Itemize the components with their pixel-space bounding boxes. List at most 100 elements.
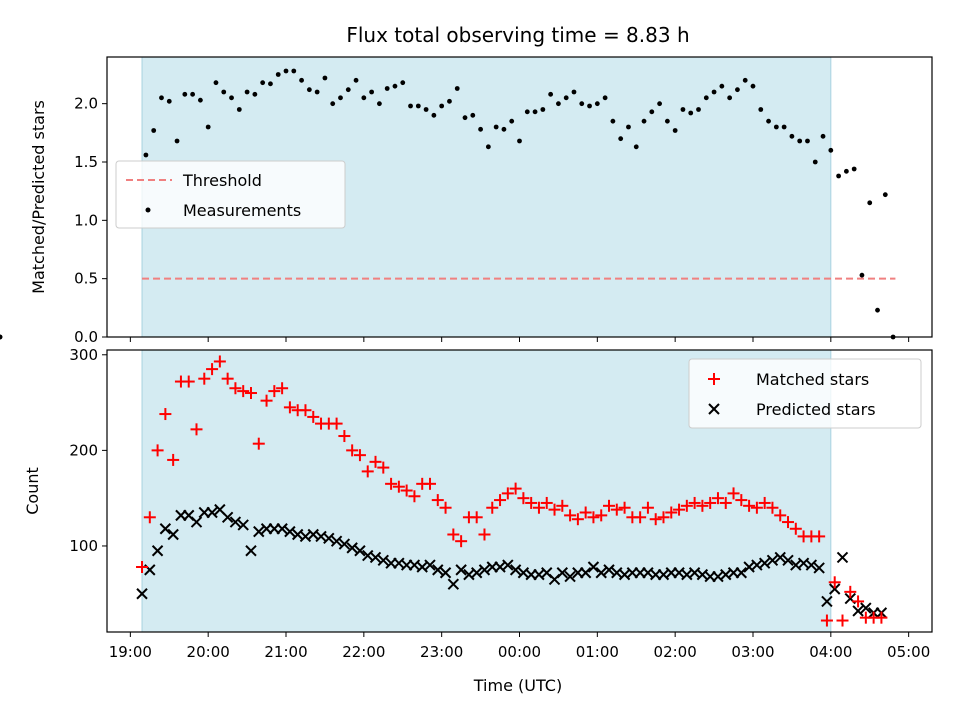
matched-point <box>704 496 717 509</box>
measurement-point <box>563 95 569 101</box>
measurement-point <box>478 126 483 132</box>
measurement-point <box>182 91 188 97</box>
measurement-point <box>151 128 157 133</box>
matched-point <box>711 492 724 505</box>
matched-point <box>143 511 156 524</box>
predicted-point <box>774 551 786 564</box>
measurement-point <box>275 72 281 77</box>
matched-point <box>844 585 857 598</box>
matched-point <box>167 453 180 466</box>
predicted-point <box>377 554 390 567</box>
matched-point <box>579 506 592 519</box>
measurement-point <box>781 124 787 130</box>
matched-point <box>657 511 670 524</box>
measurement-point <box>392 83 398 89</box>
measurement-point <box>750 83 756 89</box>
matched-point <box>369 455 382 468</box>
predicted-point <box>330 535 343 547</box>
measurement-point <box>540 107 546 112</box>
measurement-point <box>299 77 304 83</box>
matched-point <box>346 444 359 457</box>
measurement-point <box>594 101 600 107</box>
matched-point <box>400 484 413 497</box>
ratio-panel: 0.00.51.01.52.0 Matched/Predicted stars … <box>0 56 933 346</box>
bot-y-tick-label: 300 <box>69 346 98 364</box>
matched-point <box>431 494 444 507</box>
measurement-point <box>439 103 445 109</box>
measurement-point <box>703 95 709 101</box>
measurement-point <box>166 98 172 104</box>
predicted-point <box>237 519 249 531</box>
measurement-point <box>236 107 242 112</box>
matched-point <box>478 528 491 541</box>
measurement-point <box>579 101 585 107</box>
measurement-point <box>571 89 577 95</box>
matched-point <box>548 503 561 516</box>
x-tick-label: 01:00 <box>576 643 619 661</box>
predicted-point <box>167 528 179 541</box>
predicted-point <box>439 567 452 579</box>
matched-point <box>774 509 787 522</box>
predicted-point <box>502 559 514 571</box>
x-tick-label: 03:00 <box>731 643 774 661</box>
predicted-point <box>595 567 607 579</box>
legend-measurements-swatch <box>145 207 151 213</box>
matched-point <box>813 530 826 543</box>
top-y-tick-label: 1.5 <box>74 153 98 171</box>
ratio-legend: Threshold Measurements <box>115 160 346 229</box>
top-y-tick-label: 0.5 <box>74 270 98 288</box>
matched-point <box>649 513 662 526</box>
matched-point <box>447 528 460 541</box>
x-tick-label: 23:00 <box>420 643 463 661</box>
predicted-point <box>829 583 841 595</box>
matched-point <box>385 477 398 490</box>
legend-predicted-swatch <box>708 403 720 415</box>
predicted-point <box>455 564 467 576</box>
matched-point <box>719 496 732 509</box>
measurement-point <box>197 97 203 103</box>
predicted-point <box>284 525 296 538</box>
matched-point <box>198 372 211 385</box>
measurement-point <box>493 124 499 130</box>
predicted-point <box>221 511 234 523</box>
matched-point <box>260 394 273 407</box>
measurement-point <box>447 98 452 104</box>
measurement-point <box>680 107 686 112</box>
top-y-tick-label: 0.0 <box>74 328 98 346</box>
matched-point <box>782 516 795 529</box>
measurement-point <box>672 128 678 133</box>
legend-matched-label: Matched stars <box>756 370 869 389</box>
matched-point <box>213 355 226 368</box>
measurement-point <box>0 334 3 340</box>
matched-point <box>820 614 833 627</box>
matched-point <box>673 503 686 516</box>
predicted-point <box>556 567 569 579</box>
x-tick-label: 20:00 <box>187 643 230 661</box>
matched-point <box>556 499 569 512</box>
matched-point <box>244 387 257 400</box>
matched-point <box>206 363 219 376</box>
predicted-point <box>478 564 491 576</box>
measurement-point <box>735 87 740 93</box>
measurement-point <box>758 107 764 112</box>
matched-point <box>377 461 390 474</box>
measurement-point <box>260 80 266 86</box>
measurement-point <box>789 133 795 139</box>
predicted-point <box>159 523 172 535</box>
predicted-point <box>782 554 794 567</box>
measurement-point <box>462 115 468 121</box>
x-axis-title: Time (UTC) <box>473 676 562 695</box>
predicted-point <box>836 551 849 564</box>
predicted-point <box>860 602 872 614</box>
time-x-axis: 19:00 20:00 21:00 22:00 23:00 00:00 01:00 02:00… <box>109 337 930 661</box>
measurement-point <box>820 133 826 139</box>
matched-point <box>501 487 514 500</box>
matched-point <box>688 496 701 509</box>
measurement-point <box>306 87 312 93</box>
measurement-point <box>688 110 694 116</box>
matched-point <box>136 560 149 573</box>
matched-point <box>330 417 343 430</box>
measurement-point <box>532 109 538 115</box>
ratio-marks <box>0 68 896 340</box>
measurement-point <box>174 138 180 144</box>
